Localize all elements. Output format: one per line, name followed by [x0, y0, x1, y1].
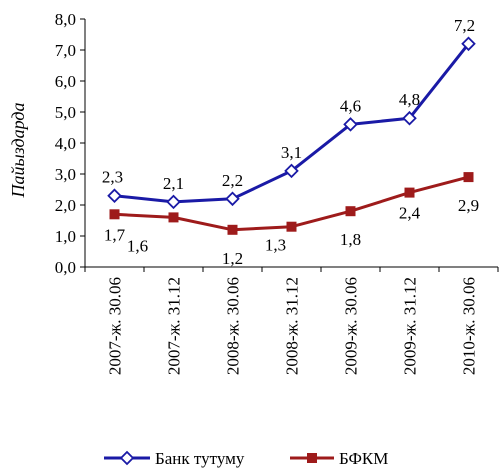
data-label: 3,1 — [281, 143, 302, 162]
data-point — [343, 117, 358, 132]
data-point — [166, 194, 181, 210]
data-label: 2,3 — [102, 168, 123, 187]
data-point — [107, 188, 122, 203]
data-label: 2,1 — [163, 174, 184, 193]
y-axis-ticks: 0,0 1,0 2,0 3,0 4,0 5,0 6,0 7,0 8,0 — [55, 10, 85, 277]
y-tick-label: 1,0 — [55, 227, 76, 246]
data-label: 7,2 — [454, 16, 475, 35]
data-point — [345, 206, 356, 217]
x-tick-label: 2009-ж. 31.12 — [401, 277, 420, 375]
data-point — [227, 224, 238, 235]
data-label: 2,4 — [399, 204, 421, 223]
x-tick-label: 2009-ж. 30.06 — [342, 277, 361, 375]
data-labels: 2,3 2,1 2,2 3,1 4,6 4,8 7,2 1,71,6 1,2 1,3 1,8 2,4 2… — [102, 16, 479, 268]
data-point — [109, 209, 120, 220]
data-label: 4,8 — [399, 90, 420, 109]
y-tick-label: 2,0 — [55, 196, 76, 215]
legend-item-bfkm: БФКМ — [290, 449, 388, 468]
data-point — [404, 187, 415, 198]
square-icon — [307, 453, 317, 463]
y-tick-label: 5,0 — [55, 103, 76, 122]
data-point — [286, 221, 297, 232]
y-axis-title: Пайыздарда — [8, 103, 28, 199]
data-label: 1,7 — [104, 225, 126, 244]
data-label: 1,3 — [265, 236, 286, 255]
y-tick-label: 6,0 — [55, 72, 76, 91]
x-axis-ticks: 2007-ж. 30.06 2007-ж. 31.12 2008-ж. 30.06 2… — [84, 267, 499, 375]
y-tick-label: 4,0 — [55, 134, 76, 153]
data-label: 2,9 — [458, 196, 479, 215]
data-point — [225, 191, 240, 207]
data-label: 1,8 — [340, 230, 361, 249]
data-label: 2,2 — [222, 171, 243, 190]
y-tick-label: 8,0 — [55, 10, 76, 29]
x-tick-label: 2008-ж. 31.12 — [283, 277, 302, 375]
diamond-icon — [119, 450, 135, 466]
legend-label-bank-system: Банк тутуму — [155, 449, 245, 468]
data-point — [463, 172, 474, 183]
series-2 — [109, 172, 474, 235]
legend-item-bank-system: Банк тутуму — [104, 449, 245, 468]
series-layer — [107, 36, 476, 235]
data-point — [168, 212, 179, 223]
data-point — [402, 110, 417, 126]
legend-label-bfkm: БФКМ — [339, 449, 388, 468]
x-tick-label: 2007-ж. 31.12 — [165, 277, 184, 375]
y-tick-label: 7,0 — [55, 41, 76, 60]
y-tick-label: 0,0 — [55, 258, 76, 277]
data-point — [461, 36, 476, 52]
data-label: 1,2 — [222, 249, 243, 268]
legend: Банк тутуму БФКМ — [104, 449, 388, 468]
data-label: 4,6 — [340, 96, 361, 115]
series-1 — [107, 36, 476, 210]
data-point — [284, 163, 299, 179]
x-tick-label: 2008-ж. 30.06 — [224, 277, 243, 375]
x-tick-label: 2007-ж. 30.06 — [106, 277, 125, 375]
data-label: 1,6 — [127, 236, 148, 255]
y-tick-label: 3,0 — [55, 165, 76, 184]
x-tick-label: 2010-ж. 30.06 — [460, 277, 479, 375]
